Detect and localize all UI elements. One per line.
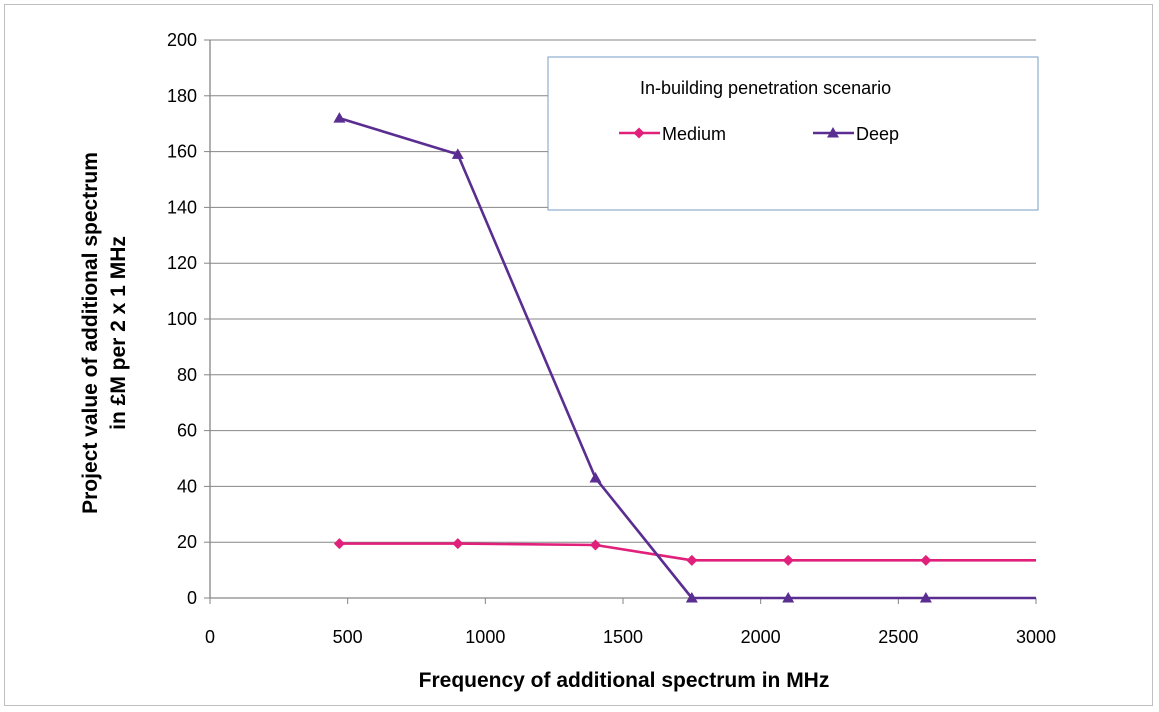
- line-chart: 0 20 40 60 80 100 120 140 160 180 200 0 500 1000 1500…: [79, 30, 1056, 692]
- legend-label-medium: Medium: [662, 124, 726, 144]
- legend: In-building penetration scenario Medium D…: [547, 56, 1039, 211]
- y-axis-title-line1: Project value of additional spectrum: [79, 152, 102, 514]
- y-tick-label: 180: [167, 86, 197, 106]
- y-tick-label: 200: [167, 30, 197, 50]
- legend-title: In-building penetration scenario: [640, 78, 891, 98]
- x-tick-label: 2500: [878, 627, 918, 647]
- y-tick-label: 40: [177, 476, 197, 496]
- y-axis-title-line2: in £M per 2 x 1 MHz: [107, 236, 130, 430]
- legend-label-deep: Deep: [856, 124, 899, 144]
- legend-marker-medium: [633, 127, 645, 139]
- chart-frame: 0 20 40 60 80 100 120 140 160 180 200 0 500 1000 1500…: [4, 4, 1153, 706]
- legend-entries: Medium Deep: [619, 124, 899, 144]
- data-point-medium: [686, 554, 698, 566]
- data-point-medium: [920, 554, 932, 566]
- x-tick-label: 500: [333, 627, 363, 647]
- y-tick-label: 140: [167, 197, 197, 217]
- data-point-medium: [333, 538, 345, 550]
- legend-entry-deep: Deep: [813, 124, 899, 144]
- series-medium: [333, 538, 1036, 566]
- data-point-medium: [589, 539, 601, 551]
- y-tick-labels: 0 20 40 60 80 100 120 140 160 180 200: [167, 30, 210, 608]
- data-point-deep: [451, 148, 464, 159]
- y-tick-label: 60: [177, 421, 197, 441]
- y-tick-label: 80: [177, 365, 197, 385]
- x-tick-label: 3000: [1016, 627, 1056, 647]
- x-tick-labels: 0 500 1000 1500 2000 2500 3000: [205, 598, 1056, 647]
- data-point-deep: [685, 592, 698, 603]
- y-tick-label: 0: [187, 588, 197, 608]
- y-tick-label: 160: [167, 142, 197, 162]
- data-point-deep: [333, 112, 346, 123]
- y-tick-label: 20: [177, 532, 197, 552]
- x-tick-label: 1000: [465, 627, 505, 647]
- y-tick-label: 120: [167, 253, 197, 273]
- x-tick-label: 1500: [603, 627, 643, 647]
- data-point-deep: [919, 592, 932, 603]
- data-point-medium: [782, 554, 794, 566]
- legend-marker-deep: [827, 127, 839, 138]
- y-tick-label: 100: [167, 309, 197, 329]
- series-deep: [333, 112, 1036, 603]
- data-point-deep: [589, 472, 602, 483]
- legend-entry-medium: Medium: [619, 124, 726, 144]
- series-line-medium: [339, 542, 1036, 562]
- x-tick-label: 0: [205, 627, 215, 647]
- x-axis-title: Frequency of additional spectrum in MHz: [419, 669, 830, 692]
- series-layer: [333, 112, 1036, 603]
- x-tick-label: 2000: [741, 627, 781, 647]
- data-point-deep: [782, 592, 795, 603]
- data-point-medium: [452, 538, 464, 550]
